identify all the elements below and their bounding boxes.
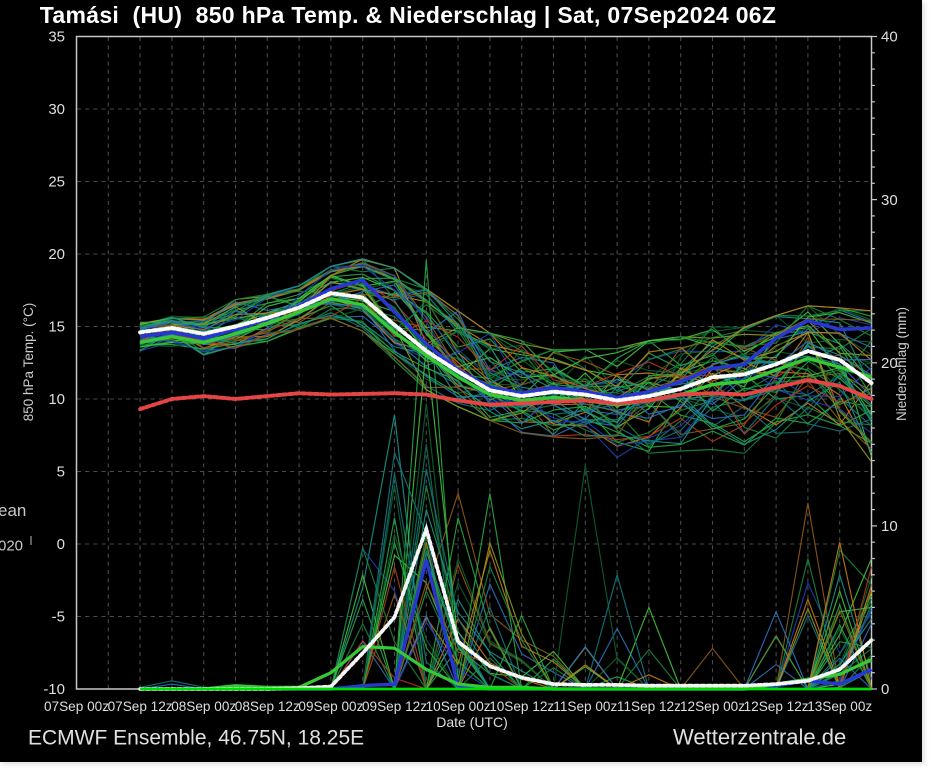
svg-text:08Sep 12z: 08Sep 12z	[235, 699, 300, 714]
svg-text:10: 10	[48, 391, 65, 408]
svg-text:07Sep 12z: 07Sep 12z	[108, 699, 173, 714]
svg-text:11Sep 00z: 11Sep 00z	[553, 699, 617, 714]
svg-text:10Sep 00z: 10Sep 00z	[426, 699, 491, 714]
svg-text:08Sep 00z: 08Sep 00z	[171, 699, 236, 714]
svg-text:20: 20	[48, 246, 65, 263]
svg-text:10Sep 12z: 10Sep 12z	[489, 699, 554, 714]
svg-text:5: 5	[57, 464, 65, 481]
svg-text:-10: -10	[43, 681, 65, 698]
svg-text:09Sep 12z: 09Sep 12z	[362, 699, 427, 714]
svg-text:09Sep 00z: 09Sep 00z	[298, 699, 363, 714]
svg-text:40: 40	[881, 29, 898, 46]
svg-text:30: 30	[48, 101, 65, 118]
svg-text:Niederschlag (mm): Niederschlag (mm)	[894, 307, 909, 421]
svg-text:0: 0	[881, 681, 889, 698]
svg-text:-5: -5	[52, 609, 65, 626]
svg-text:12Sep 12z: 12Sep 12z	[744, 699, 809, 714]
svg-text:35: 35	[48, 29, 65, 46]
svg-text:850 hPa Temp. (°C): 850 hPa Temp. (°C)	[21, 303, 36, 421]
svg-text:Wetterzentrale.de: Wetterzentrale.de	[673, 725, 846, 750]
svg-text:020: 020	[0, 538, 23, 555]
svg-text:12Sep 00z: 12Sep 00z	[680, 699, 745, 714]
svg-text:10: 10	[881, 518, 898, 535]
svg-text:11Sep 12z: 11Sep 12z	[617, 699, 681, 714]
svg-text:Tamási (HU) 850 hPa Temp. &: Tamási (HU) 850 hPa Temp. & Niederschlag…	[40, 2, 777, 28]
svg-text:Date (UTC): Date (UTC)	[436, 714, 508, 730]
svg-text:15: 15	[48, 319, 65, 336]
svg-text:ean: ean	[0, 501, 26, 520]
svg-text:ECMWF Ensemble, 46.75N, 18.25E: ECMWF Ensemble, 46.75N, 18.25E	[28, 727, 364, 750]
svg-text:30: 30	[881, 192, 898, 209]
svg-text:0: 0	[57, 536, 65, 553]
svg-text:07Sep 00z: 07Sep 00z	[44, 699, 109, 714]
svg-text:25: 25	[48, 174, 65, 191]
svg-text:13Sep 00z: 13Sep 00z	[807, 699, 872, 714]
svg-text:20: 20	[881, 355, 898, 372]
